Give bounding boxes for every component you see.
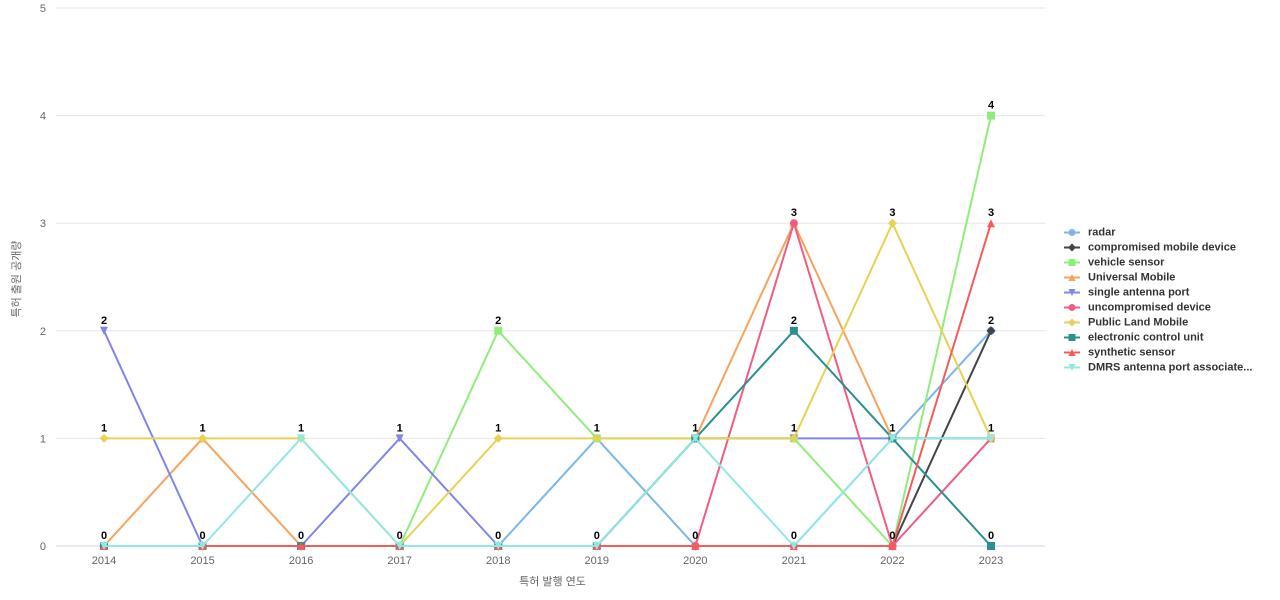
data-label: 1 xyxy=(495,422,501,434)
data-label: 1 xyxy=(889,422,895,434)
legend-marker-triangle-icon xyxy=(1064,349,1080,356)
data-label: 2 xyxy=(101,315,107,327)
legend-marker-triangle-down-icon xyxy=(1064,364,1080,371)
y-tick-label: 0 xyxy=(40,541,46,553)
legend-item-electronic-control-unit[interactable]: electronic control unit xyxy=(1063,331,1252,345)
data-label: 0 xyxy=(889,530,895,542)
series-dmrs-antenna-port-associate-[interactable] xyxy=(100,434,995,550)
data-label: 0 xyxy=(692,530,698,542)
legend-label: radar xyxy=(1088,226,1116,239)
legend-label: Public Land Mobile xyxy=(1088,316,1189,329)
x-axis-title: 특허 발행 연도 xyxy=(519,576,586,588)
legend-item-uncompromised-device[interactable]: uncompromised device xyxy=(1063,301,1252,315)
data-label: 1 xyxy=(199,422,205,434)
data-label: 0 xyxy=(988,530,994,542)
legend-label: Universal Mobile xyxy=(1088,271,1176,284)
x-tick-label: 2023 xyxy=(979,555,1003,567)
data-label: 0 xyxy=(397,530,403,542)
data-label: 0 xyxy=(791,530,797,542)
gridlines: 0 1 2 3 4 5 xyxy=(40,3,1045,553)
y-tick-label: 1 xyxy=(40,433,46,445)
y-tick-label: 2 xyxy=(40,326,46,338)
y-tick-label: 4 xyxy=(40,111,46,123)
x-tick-label: 2016 xyxy=(289,555,313,567)
legend-marker-triangle-icon xyxy=(1064,274,1080,281)
legend-item-public-land-mobile[interactable]: Public Land Mobile xyxy=(1063,316,1252,330)
y-tick-label: 5 xyxy=(40,3,46,15)
x-tick-label: 2021 xyxy=(782,555,806,567)
legend-item-synthetic-sensor[interactable]: synthetic sensor xyxy=(1063,346,1252,360)
legend-label: electronic control unit xyxy=(1088,331,1204,344)
y-tick-label: 3 xyxy=(40,218,46,230)
data-label: 1 xyxy=(298,422,304,434)
legend-label: uncompromised device xyxy=(1088,301,1211,314)
legend-marker-diamond-icon xyxy=(1064,318,1080,327)
x-tick-label: 2014 xyxy=(92,555,116,567)
data-label: 0 xyxy=(495,530,501,542)
x-tick-label: 2022 xyxy=(880,555,904,567)
data-label: 1 xyxy=(397,422,403,434)
data-label: 3 xyxy=(889,207,895,219)
data-label: 3 xyxy=(988,207,994,219)
legend-item-single-antenna-port[interactable]: single antenna port xyxy=(1063,286,1252,300)
data-label: 1 xyxy=(594,422,600,434)
data-labels: 0 2 1 0 1 0 1 0 1 0 2 1 1 0 0 1 0 1 3 2 1 0 3 2 4 1 0 3 xyxy=(101,100,995,542)
data-label: 3 xyxy=(791,207,797,219)
data-label: 1 xyxy=(988,422,994,434)
x-tick-label: 2020 xyxy=(683,555,707,567)
data-label: 0 xyxy=(101,530,107,542)
legend-label: DMRS antenna port associate... xyxy=(1088,361,1253,374)
x-tick-label: 2018 xyxy=(486,555,510,567)
legend-item-radar[interactable]: radar xyxy=(1063,226,1252,240)
legend-label: synthetic sensor xyxy=(1088,346,1176,359)
data-label: 0 xyxy=(199,530,205,542)
data-label: 1 xyxy=(101,422,107,434)
data-label: 2 xyxy=(495,315,501,327)
legend-item-vehicle-sensor[interactable]: vehicle sensor xyxy=(1063,256,1252,270)
legend-marker-triangle-down-icon xyxy=(1064,289,1080,296)
data-label: 1 xyxy=(791,422,797,434)
legend-marker-square-icon xyxy=(1064,334,1080,341)
data-label: 4 xyxy=(988,100,995,112)
data-label: 2 xyxy=(791,315,797,327)
x-tick-label: 2017 xyxy=(387,555,411,567)
legend-label: compromised mobile device xyxy=(1088,241,1236,254)
data-label: 2 xyxy=(988,315,994,327)
legend-label: single antenna port xyxy=(1088,286,1190,299)
y-axis-title: 특허 출원 공개량 xyxy=(11,240,23,318)
legend-item-dmrs-antenna-port-associate-[interactable]: DMRS antenna port associate... xyxy=(1063,361,1252,375)
legend-item-universal-mobile[interactable]: Universal Mobile xyxy=(1063,271,1252,285)
legend-label: vehicle sensor xyxy=(1088,256,1165,269)
x-tick-label: 2015 xyxy=(190,555,214,567)
x-tick-label: 2019 xyxy=(585,555,609,567)
legend-marker-circle-icon xyxy=(1064,304,1080,311)
legend-marker-circle-icon xyxy=(1064,229,1080,236)
legend: radar compromised mobile device vehicle se… xyxy=(1063,226,1252,375)
x-axis-ticks: 2014 2015 2016 2017 2018 2019 2020 2021 2022 2023 xyxy=(92,555,1003,567)
legend-marker-square-icon xyxy=(1064,259,1080,266)
legend-item-compromised-mobile-device[interactable]: compromised mobile device xyxy=(1063,241,1252,255)
data-label: 0 xyxy=(594,530,600,542)
data-label: 1 xyxy=(692,422,698,434)
legend-marker-diamond-icon xyxy=(1064,243,1080,252)
data-label: 0 xyxy=(298,530,304,542)
